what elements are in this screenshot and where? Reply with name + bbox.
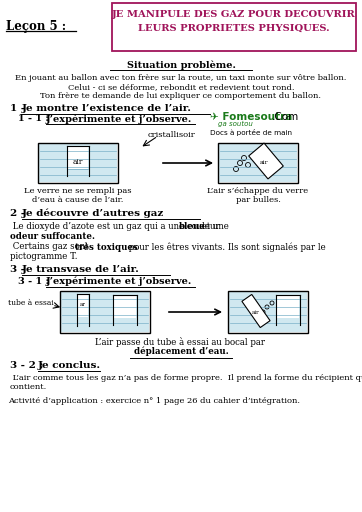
Text: très toxiques: très toxiques (75, 242, 138, 251)
Text: 1 -: 1 - (10, 104, 29, 113)
Text: En jouant au ballon avec ton frère sur la route, un taxi monte sur vôtre ballon.: En jouant au ballon avec ton frère sur l… (15, 74, 347, 82)
Bar (78, 295, 88, 317)
Text: L’air comme tous les gaz n’a pas de forme propre.  Il prend la forme du récipien: L’air comme tous les gaz n’a pas de form… (10, 374, 362, 382)
Text: ar: ar (80, 302, 86, 307)
Bar (60, 291, 150, 333)
Text: ✈ Fomesoutra: ✈ Fomesoutra (210, 112, 292, 122)
Text: JE MANIPULE DES GAZ POUR DECOUVRIR: JE MANIPULE DES GAZ POUR DECOUVRIR (112, 10, 356, 19)
Text: déplacement d’eau.: déplacement d’eau. (134, 347, 228, 356)
Text: 3 - 1 :: 3 - 1 : (18, 277, 52, 286)
Bar (61, 292, 149, 332)
Text: Activité d’application : exercice n° 1 page 26 du cahier d’intégration.: Activité d’application : exercice n° 1 p… (8, 397, 300, 405)
Text: Le verre ne se rempli pas: Le verre ne se rempli pas (24, 187, 132, 195)
Text: Je montre l’existence de l’air.: Je montre l’existence de l’air. (22, 104, 192, 113)
Text: Situation problème.: Situation problème. (127, 60, 235, 70)
Text: Docs à portée de main: Docs à portée de main (210, 129, 292, 136)
Text: .Com: .Com (272, 112, 299, 122)
Text: L’air s’échappe du verre: L’air s’échappe du verre (207, 187, 308, 195)
Text: Celui - ci se déforme, rebondit et redevient tout rond.: Celui - ci se déforme, rebondit et redev… (68, 83, 294, 91)
Bar (219, 144, 297, 182)
Polygon shape (249, 143, 283, 179)
Text: Je conclus.: Je conclus. (38, 361, 101, 370)
Text: odeur suffocante.: odeur suffocante. (10, 232, 95, 241)
Text: bleue: bleue (179, 222, 206, 231)
Text: L’air passe du tube à essai au bocal par: L’air passe du tube à essai au bocal par (94, 337, 268, 347)
Bar (39, 144, 117, 182)
Bar (229, 292, 307, 332)
Text: par bulles.: par bulles. (236, 196, 281, 204)
Text: LEURS PROPRIETES PHYSIQUES.: LEURS PROPRIETES PHYSIQUES. (138, 24, 330, 33)
Text: 3 -: 3 - (10, 265, 29, 274)
Text: tube à essai: tube à essai (8, 299, 54, 307)
FancyBboxPatch shape (112, 3, 356, 51)
Text: Leçon 5 :: Leçon 5 : (6, 20, 66, 33)
Text: cristallisoir: cristallisoir (148, 131, 196, 139)
Bar (218, 143, 298, 183)
Text: et une: et une (198, 222, 231, 231)
Text: pictogramme T.: pictogramme T. (10, 252, 77, 261)
Text: air: air (73, 158, 83, 166)
Text: 3 - 2 :: 3 - 2 : (10, 361, 47, 370)
Text: 2 -: 2 - (10, 209, 29, 218)
Text: J’expérimente et j’observe.: J’expérimente et j’observe. (46, 114, 192, 123)
Polygon shape (242, 294, 270, 328)
Text: J’expérimente et j’observe.: J’expérimente et j’observe. (46, 277, 192, 287)
Text: d’eau à cause de l’air.: d’eau à cause de l’air. (32, 196, 124, 204)
Text: Le dioxyde d’azote est un gaz qui a une couleur: Le dioxyde d’azote est un gaz qui a une … (10, 222, 222, 231)
Bar (277, 296, 299, 318)
Bar (114, 296, 136, 318)
Text: Je découvre d’autres gaz: Je découvre d’autres gaz (22, 209, 164, 219)
Bar (68, 147, 88, 169)
Text: air: air (252, 310, 260, 315)
Text: contient.: contient. (10, 383, 47, 391)
Text: Ton frère te demande de lui expliquer ce comportement du ballon.: Ton frère te demande de lui expliquer ce… (41, 92, 321, 100)
Bar (38, 143, 118, 183)
Text: Certains gaz sont: Certains gaz sont (10, 242, 91, 251)
Text: ga soutou: ga soutou (218, 121, 253, 127)
Text: pour les êtres vivants. Ils sont signalés par le: pour les êtres vivants. Ils sont signalé… (126, 242, 325, 251)
Text: Je transvase de l’air.: Je transvase de l’air. (22, 265, 140, 274)
Bar (228, 291, 308, 333)
Text: air: air (260, 160, 268, 165)
Text: 1 - 1 :: 1 - 1 : (18, 114, 52, 123)
